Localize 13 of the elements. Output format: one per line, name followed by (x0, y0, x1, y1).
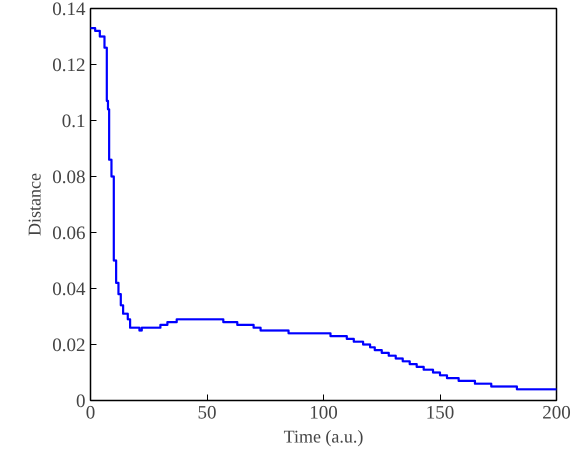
x-tick-label: 100 (309, 402, 338, 424)
y-tick-label: 0.04 (52, 279, 86, 300)
x-tick-label: 200 (542, 402, 571, 424)
x-axis-title: Time (a.u.) (284, 426, 364, 446)
x-tick-label: 50 (198, 402, 216, 424)
y-tick-label: 0.1 (62, 111, 86, 132)
y-tick-label: 0.12 (52, 55, 86, 76)
y-tick-label: 0.08 (52, 167, 86, 188)
y-tick-label: 0.06 (52, 223, 86, 244)
y-tick-label: 0.02 (52, 335, 86, 356)
y-axis-title: Distance (24, 173, 44, 236)
y-tick-label: 0.14 (52, 0, 86, 20)
x-tick-label: 150 (426, 402, 454, 424)
